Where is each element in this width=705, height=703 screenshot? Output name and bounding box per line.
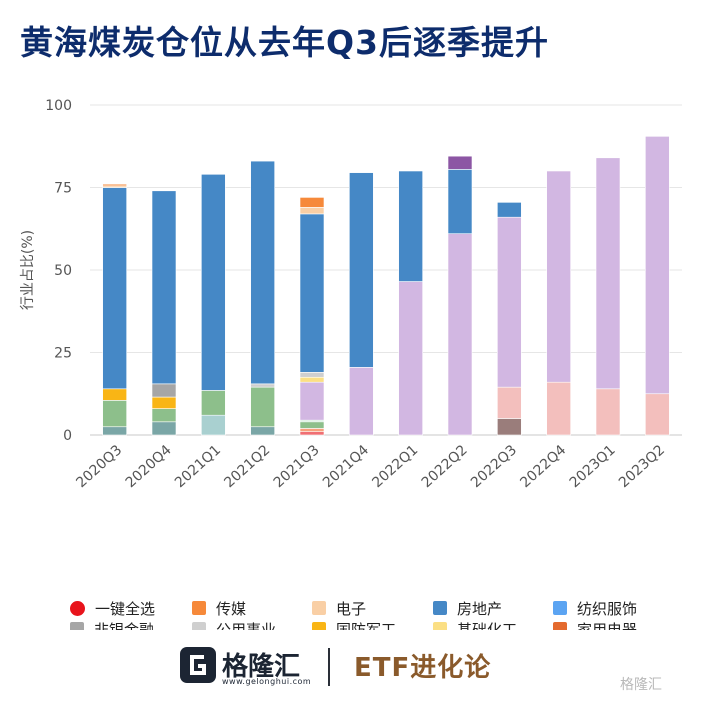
bar-segment[interactable] <box>151 190 177 385</box>
footer: 格隆汇 www.gelonghui.com ETF进化论 格隆汇 <box>0 630 705 700</box>
x-tick-label: 2021Q4 <box>320 442 372 491</box>
bar-segment[interactable] <box>102 400 127 428</box>
x-tick-label: 2022Q4 <box>517 442 569 491</box>
bar-segment[interactable] <box>645 136 670 395</box>
bar-segment[interactable] <box>595 388 621 436</box>
y-tick-label: 50 <box>54 263 72 279</box>
legend-label: 纺织服饰 <box>577 599 638 618</box>
bar-segment[interactable] <box>151 383 177 398</box>
x-tick-label: 2021Q2 <box>221 442 273 491</box>
x-tick-label: 2022Q2 <box>419 442 471 491</box>
bar-segment[interactable] <box>102 183 127 187</box>
logo-text: 格隆汇 <box>222 652 301 682</box>
bar-segment[interactable] <box>102 426 127 436</box>
bar-segment[interactable] <box>546 381 571 436</box>
bar-segment[interactable] <box>299 376 325 383</box>
bar-segment[interactable] <box>151 396 177 409</box>
bar-segment[interactable] <box>546 170 571 383</box>
x-tick-label: 2020Q4 <box>123 442 175 491</box>
bar-segment[interactable] <box>299 428 325 432</box>
legend-item[interactable]: 房地产 <box>433 598 502 618</box>
legend-label: 一键全选 <box>95 599 156 618</box>
bar-segment[interactable] <box>299 207 325 215</box>
x-tick-label: 2023Q1 <box>567 442 619 491</box>
legend-item[interactable]: 传媒 <box>192 598 246 618</box>
bar-segment[interactable] <box>398 281 423 436</box>
bar-segment[interactable] <box>299 431 325 436</box>
y-axis-label: 行业占比(%) <box>20 230 36 310</box>
stacked-bar-chart: 0255075100行业占比(%)2020Q32020Q42021Q12021Q… <box>20 98 682 491</box>
bar-segment[interactable] <box>595 157 621 390</box>
bar-segment[interactable] <box>497 386 522 419</box>
bar-segment[interactable] <box>447 233 473 436</box>
legend-swatch <box>433 601 447 615</box>
x-tick-label: 2023Q2 <box>616 442 668 491</box>
legend-label: 传媒 <box>216 599 247 618</box>
bar-segment[interactable] <box>250 386 275 428</box>
y-tick-label: 100 <box>45 98 72 114</box>
bar-segment[interactable] <box>102 187 127 390</box>
legend-swatch <box>553 601 567 615</box>
bar-segment[interactable] <box>201 174 226 391</box>
bar-segment[interactable] <box>299 197 325 208</box>
bar-segment[interactable] <box>349 367 374 436</box>
etf-brand-text: ETF进化论 <box>354 653 492 683</box>
bar-segment[interactable] <box>151 408 177 423</box>
logo-url: www.gelonghui.com <box>222 677 312 686</box>
legend-swatch <box>312 601 326 615</box>
legend-label: 房地产 <box>457 599 503 618</box>
bar-segment[interactable] <box>299 213 325 373</box>
bar-segment[interactable] <box>497 202 522 218</box>
bar-segment[interactable] <box>201 414 226 436</box>
bar-segment[interactable] <box>299 381 325 421</box>
bar-segment[interactable] <box>201 390 226 416</box>
gelonghui-logo-icon <box>180 647 216 683</box>
x-tick-label: 2022Q1 <box>369 442 421 491</box>
watermark: 格隆汇 <box>620 677 662 693</box>
legend-item[interactable]: 纺织服饰 <box>553 598 637 618</box>
bar-segment[interactable] <box>497 418 522 436</box>
x-tick-label: 2020Q3 <box>73 442 125 491</box>
legend-label: 电子 <box>336 599 367 618</box>
bar-segment[interactable] <box>102 388 127 401</box>
footer-divider <box>328 648 330 686</box>
bar-segment[interactable] <box>349 172 374 368</box>
legend-item[interactable]: 电子 <box>312 598 366 618</box>
bar-segment[interactable] <box>299 371 325 378</box>
bar-segment[interactable] <box>250 426 275 436</box>
legend-swatch <box>192 601 206 615</box>
bar-segment[interactable] <box>398 170 423 282</box>
bar-segment[interactable] <box>645 393 670 436</box>
bar-segment[interactable] <box>299 421 325 429</box>
y-tick-label: 25 <box>54 346 72 362</box>
title-bar: 黄海煤炭仓位从去年Q3后逐季提升 <box>0 0 705 84</box>
y-tick-label: 0 <box>63 428 72 444</box>
legend-item[interactable]: 一键全选 <box>70 598 155 618</box>
x-tick-label: 2022Q3 <box>468 442 520 491</box>
chart-panel: 0 25 50 75 100 行业占比(%) 2020Q3 2020Q4 2021Q1 2021Q… <box>10 88 695 702</box>
bar-segment[interactable] <box>447 155 473 170</box>
bar-segment[interactable] <box>250 383 275 388</box>
bar-segment[interactable] <box>151 421 177 436</box>
bar-segment[interactable] <box>447 169 473 234</box>
x-tick-label: 2021Q1 <box>172 442 224 491</box>
page-title: 黄海煤炭仓位从去年Q3后逐季提升 <box>20 23 550 62</box>
bar-segment[interactable] <box>250 160 275 385</box>
legend-swatch <box>70 600 85 616</box>
x-tick-label: 2021Q3 <box>271 442 323 491</box>
y-tick-label: 75 <box>54 181 72 197</box>
bar-segment[interactable] <box>497 216 522 388</box>
